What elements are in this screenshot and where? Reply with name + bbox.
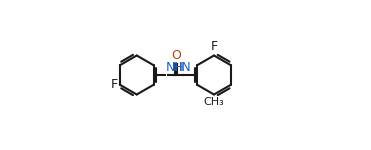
- Text: HN: HN: [173, 61, 191, 74]
- Text: CH₃: CH₃: [204, 97, 224, 107]
- Text: F: F: [111, 78, 118, 91]
- Text: NH: NH: [165, 61, 184, 74]
- Text: F: F: [210, 40, 217, 53]
- Text: O: O: [171, 49, 181, 62]
